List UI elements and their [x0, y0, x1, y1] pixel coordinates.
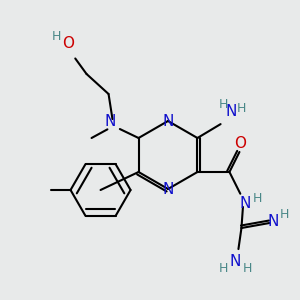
Text: H: H: [237, 101, 246, 115]
Text: H: H: [253, 191, 262, 205]
Text: N: N: [162, 113, 174, 128]
Text: N: N: [230, 254, 241, 268]
Text: N: N: [226, 104, 237, 119]
Text: O: O: [63, 37, 75, 52]
Text: H: H: [219, 98, 228, 110]
Text: O: O: [234, 136, 246, 151]
Text: N: N: [268, 214, 279, 229]
Text: N: N: [240, 196, 251, 211]
Text: H: H: [243, 262, 252, 275]
Text: H: H: [280, 208, 289, 221]
Text: N: N: [105, 115, 116, 130]
Text: H: H: [52, 29, 61, 43]
Text: N: N: [162, 182, 174, 196]
Text: H: H: [219, 262, 228, 275]
